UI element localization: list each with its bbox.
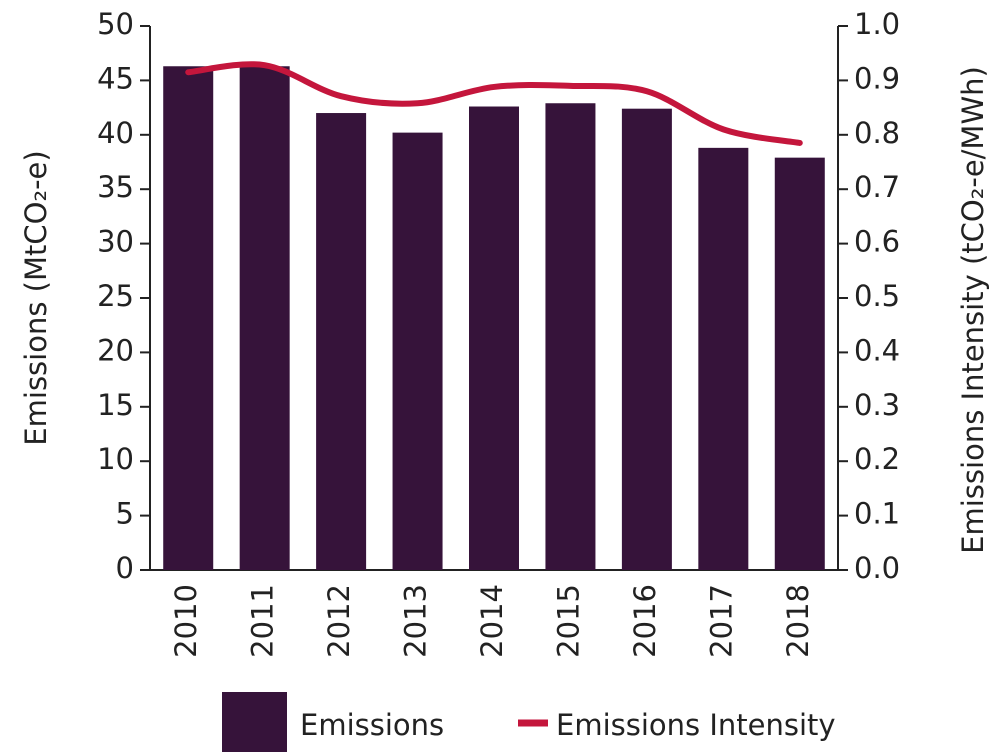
y-tick-label: 10	[97, 442, 134, 476]
x-tick-label: 2017	[704, 584, 738, 658]
y2-tick-label: 1.0	[854, 7, 900, 41]
bar	[163, 66, 214, 571]
y-tick-label: 5	[116, 497, 134, 531]
y2-tick-label: 0.6	[854, 225, 900, 259]
y-tick-label: 30	[97, 225, 134, 259]
x-tick-label: 2015	[551, 584, 585, 658]
y2-tick-label: 0.0	[854, 551, 900, 585]
y-tick-label: 25	[97, 279, 134, 313]
y-tick-label: 15	[97, 388, 134, 422]
bar	[621, 108, 672, 571]
bar	[774, 157, 825, 570]
bar	[545, 103, 596, 571]
x-tick-label: 2014	[475, 584, 509, 658]
y2-axis-label: Emissions Intensity (tCO₂-e/MWh)	[956, 66, 990, 554]
bar	[239, 66, 290, 571]
y2-tick-label: 0.7	[854, 170, 900, 204]
y2-tick-label: 0.9	[854, 61, 900, 95]
y2-tick-label: 0.5	[854, 279, 900, 313]
y-axis-label: Emissions (MtCO₂-e)	[19, 150, 53, 445]
y2-tick-label: 0.2	[854, 442, 900, 476]
x-tick-label: 2016	[628, 584, 662, 658]
bar	[316, 113, 367, 570]
y2-tick-label: 0.1	[854, 497, 900, 531]
y2-tick-label: 0.3	[854, 388, 900, 422]
legend-label: Emissions	[300, 708, 444, 742]
bar	[392, 132, 443, 570]
x-tick-label: 2010	[169, 584, 203, 658]
legend-swatch	[222, 692, 287, 752]
y-tick-label: 45	[97, 61, 134, 95]
legend-label: Emissions Intensity	[556, 708, 836, 742]
y2-tick-label: 0.8	[854, 116, 900, 150]
y-tick-label: 50	[97, 7, 134, 41]
line	[185, 61, 803, 146]
bar	[698, 147, 749, 570]
x-tick-label: 2012	[322, 584, 356, 658]
y-tick-label: 35	[97, 170, 134, 204]
y-tick-label: 0	[116, 551, 134, 585]
y-tick-label: 40	[97, 116, 134, 150]
x-tick-label: 2011	[246, 584, 280, 658]
y-tick-label: 20	[97, 333, 134, 367]
y2-tick-label: 0.4	[854, 333, 900, 367]
x-tick-label: 2018	[781, 584, 815, 658]
bar	[469, 106, 519, 571]
x-tick-label: 2013	[399, 584, 433, 658]
